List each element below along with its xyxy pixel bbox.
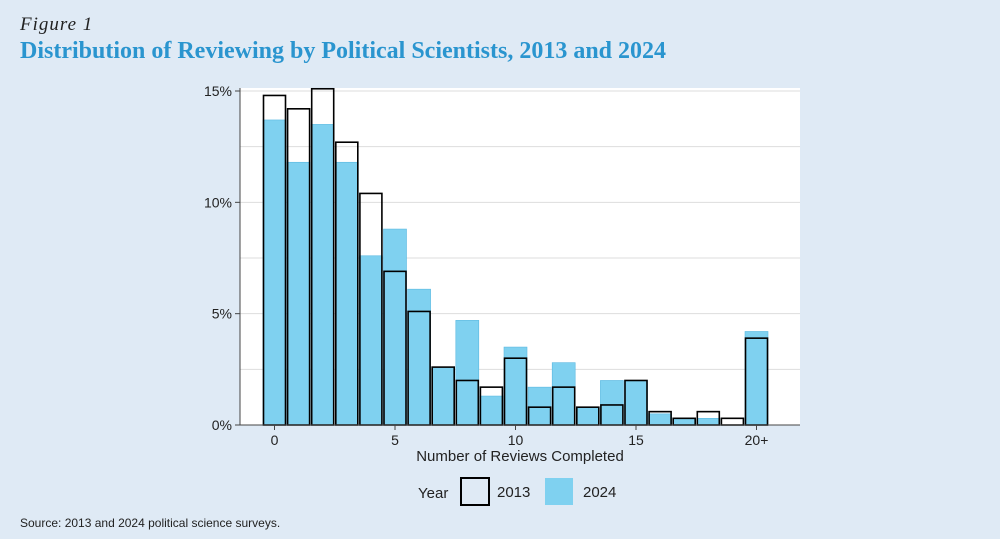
legend-swatch-2024 [545, 478, 573, 505]
bar-2024 [431, 366, 456, 426]
bar-2024 [672, 418, 697, 426]
bar-2024 [648, 413, 672, 426]
bar-2024 [744, 331, 769, 426]
bar-2024 [551, 362, 576, 426]
x-axis: 0 5 10 15 20+ [240, 424, 800, 448]
bar-2024 [575, 406, 600, 426]
bar-2024 [407, 288, 431, 426]
bar-2024 [624, 380, 648, 426]
y-tick-label: 5% [212, 306, 232, 322]
bar-2024 [527, 386, 552, 426]
bar-2024 [310, 124, 335, 426]
x-tick-label: 5 [391, 432, 399, 448]
legend-label-2013: 2013 [497, 484, 530, 501]
y-tick-label: 15% [204, 83, 232, 99]
source-note: Source: 2013 and 2024 political science … [20, 516, 281, 530]
legend-swatch-2013 [460, 477, 490, 506]
x-tick-label: 20+ [745, 432, 769, 448]
y-tick-label: 10% [204, 194, 232, 210]
bar-2024 [455, 320, 480, 426]
figure-label: Figure 1 [20, 14, 94, 35]
bar-2024 [479, 395, 504, 426]
x-tick-label: 10 [508, 432, 524, 448]
x-tick-label: 15 [628, 432, 644, 448]
y-tick-label: 0% [212, 417, 232, 433]
legend: Year 2013 2024 [418, 477, 616, 506]
bar-2024 [359, 255, 383, 426]
bar-2024 [262, 119, 287, 426]
x-axis-label: Number of Reviews Completed [416, 448, 624, 465]
bar-2024 [600, 380, 624, 426]
bar-2024 [696, 418, 721, 426]
legend-label-2024: 2024 [583, 484, 616, 501]
figure-title: Distribution of Reviewing by Political S… [20, 38, 667, 64]
bar-2024 [334, 161, 359, 426]
y-axis: 0% 5% 10% 15% [204, 83, 241, 433]
bar-2024 [286, 161, 311, 426]
legend-title: Year [418, 485, 448, 502]
bar-2024 [383, 228, 407, 426]
x-tick-label: 0 [271, 432, 279, 448]
